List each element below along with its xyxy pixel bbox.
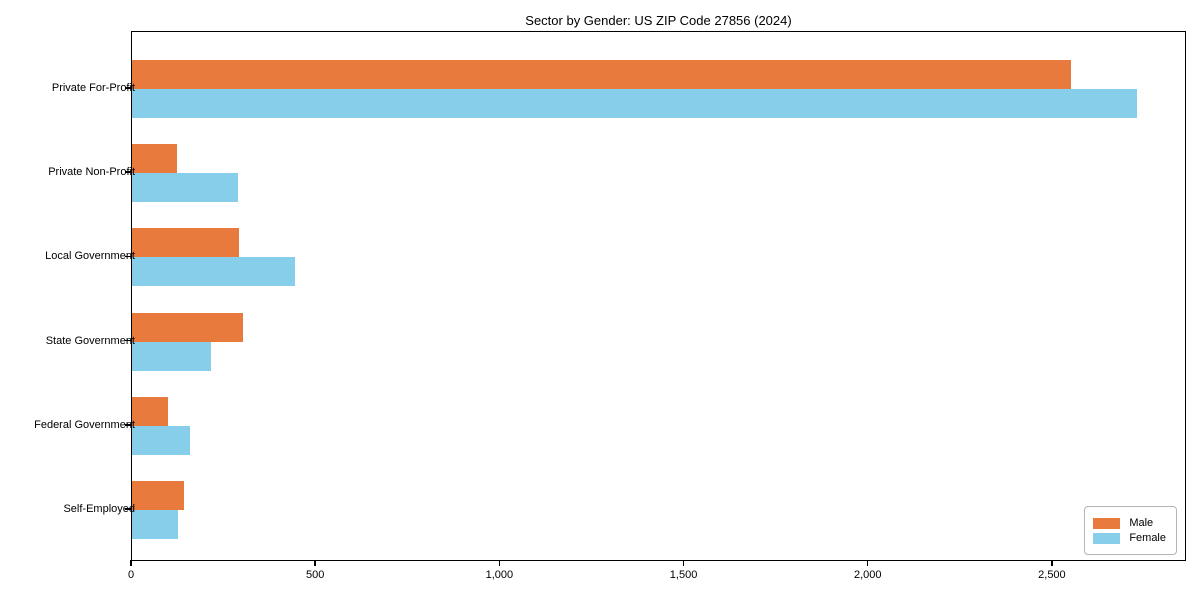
xtick-label: 2,500 [1038, 569, 1066, 581]
xtick-mark [1051, 560, 1053, 566]
ytick-label: Federal Government [34, 418, 135, 431]
xtick-label: 2,000 [853, 569, 882, 581]
ytick-mark [125, 508, 131, 510]
xtick-label: 500 [305, 569, 325, 581]
ytick-label: Private For-Profit [51, 82, 135, 94]
legend-swatch-female [1093, 532, 1121, 544]
xtick-mark [314, 560, 316, 566]
bar-female-2 [132, 257, 296, 287]
bar-female-5 [132, 510, 178, 539]
xtick-mark [130, 560, 132, 566]
bar-male-2 [132, 228, 239, 258]
legend-label: Male [1129, 517, 1154, 529]
bar-male-3 [132, 312, 244, 342]
bar-female-1 [132, 173, 239, 203]
bar-female-3 [132, 341, 212, 371]
ytick-mark [125, 87, 131, 89]
ytick-mark [125, 339, 131, 342]
xtick-mark [866, 560, 869, 566]
ytick-label: Self-Employed [63, 503, 135, 515]
chart-title: Sector by Gender: US ZIP Code 27856 (202… [525, 13, 792, 28]
xtick-mark [498, 560, 501, 566]
bar-female-4 [132, 425, 191, 455]
ytick-label: State Government [45, 334, 135, 347]
bar-female-0 [132, 89, 1137, 118]
legend-swatch-male [1093, 517, 1121, 529]
bar-male-4 [132, 396, 168, 426]
legend-item-male: Male [1093, 517, 1166, 529]
ytick-mark [125, 255, 131, 258]
xtick-label: 1,000 [485, 569, 514, 581]
bar-male-5 [132, 481, 184, 510]
xtick-mark [682, 560, 685, 566]
plot-area: Male Female [131, 31, 1186, 561]
legend-item-female: Female [1093, 532, 1166, 544]
xtick-label: 0 [127, 569, 135, 581]
legend: Male Female [1084, 506, 1177, 555]
xtick-label: 1,500 [669, 569, 698, 581]
ytick-mark [125, 424, 131, 426]
ytick-mark [125, 171, 131, 173]
ytick-label: Local Government [45, 250, 135, 263]
ytick-label: Private Non-Profit [48, 166, 135, 179]
bar-male-1 [132, 144, 177, 174]
legend-label: Female [1129, 532, 1166, 544]
bar-male-0 [132, 60, 1072, 89]
